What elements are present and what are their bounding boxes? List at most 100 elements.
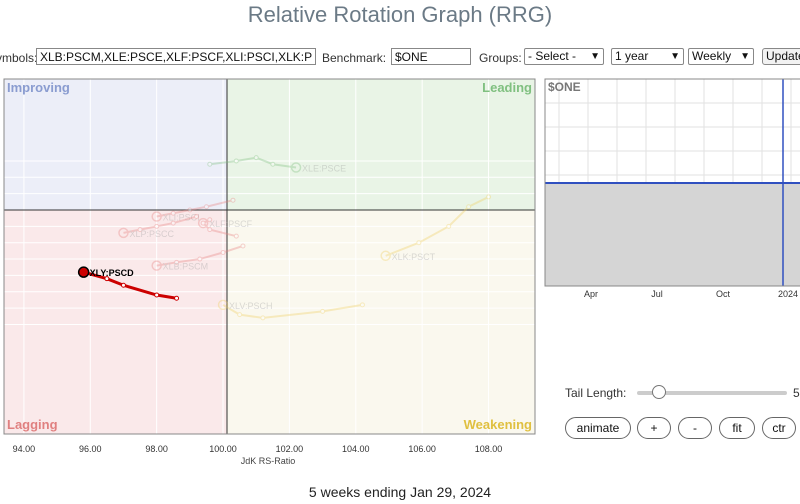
series-xlf-pscf[interactable]: XLF:PSCF (197, 217, 253, 239)
animate-button[interactable]: animate (565, 417, 631, 439)
tail-length-label: Tail Length: (565, 386, 627, 400)
series-point (174, 295, 180, 301)
groups-label: Groups: (479, 51, 522, 65)
x-tick-label: 98.00 (145, 444, 168, 454)
series-tail-line (123, 215, 197, 234)
zoom-out-button[interactable]: - (678, 417, 712, 439)
series-point (240, 243, 246, 249)
series-point (154, 292, 160, 298)
series-point (193, 214, 199, 220)
benchmark-input[interactable] (391, 48, 471, 65)
series-point (151, 211, 162, 222)
series-tail-line (156, 245, 244, 267)
series-xli-psci[interactable]: XLI:PSCI (151, 197, 236, 223)
series-point (359, 302, 365, 308)
series-label: XLF:PSCF (209, 219, 253, 229)
x-tick-label: 94.00 (13, 444, 36, 454)
x-tick-label: 96.00 (79, 444, 102, 454)
center-button[interactable]: ctr (762, 417, 796, 439)
groups-select[interactable]: - Select - ▼ (524, 48, 604, 65)
series-point (77, 266, 90, 278)
series-point (290, 162, 302, 173)
series-xlp-pscc[interactable]: XLP:PSCC (118, 214, 199, 239)
series-point (233, 158, 239, 164)
update-button[interactable]: Update (762, 48, 800, 65)
series-point (104, 276, 110, 282)
series-point (203, 204, 209, 210)
series-label: XLB:PSCM (163, 262, 209, 272)
series-point (380, 250, 391, 262)
series-point (151, 260, 162, 271)
series-xlv-psch[interactable]: XLV:PSCH (217, 299, 365, 321)
series-label: XLV:PSCH (229, 301, 273, 311)
benchmark-x-ticks: Apr Jul Oct 2024 (584, 289, 798, 299)
chevron-down-icon: ▼ (590, 51, 600, 62)
x-tick-label: 102.00 (276, 444, 304, 454)
date-caption: 5 weeks ending Jan 29, 2024 (308, 484, 492, 500)
series-point (118, 227, 129, 239)
tail-length-slider-handle[interactable] (652, 385, 666, 399)
series-point (207, 227, 213, 233)
page-title: Relative Rotation Graph (RRG) (247, 2, 553, 27)
series-point (446, 223, 452, 229)
benchmark-area (545, 183, 800, 286)
benchmark-label: Benchmark: (322, 51, 387, 65)
series-point (270, 161, 276, 167)
series-xle-psce[interactable]: XLE:PSCE (207, 155, 346, 174)
quadrant-leading (227, 79, 535, 210)
series-point (320, 308, 326, 314)
series-point (207, 161, 213, 167)
series-label: XLP:PSCC (129, 229, 174, 239)
benchmark-x-tick: Oct (716, 289, 731, 299)
plot-border (3, 78, 536, 435)
series-point (253, 155, 259, 161)
symbols-input[interactable] (36, 48, 316, 65)
label-improving: Improving (7, 80, 70, 95)
x-axis-ticks: 94.00 96.00 98.00 100.00 102.00 104.00 106.00 1… (13, 444, 503, 454)
symbols-label: Symbols: (0, 51, 38, 65)
interval-select[interactable]: Weekly ▼ (688, 48, 754, 65)
series-point (120, 282, 126, 288)
fit-button[interactable]: fit (719, 417, 755, 439)
series-point (416, 240, 422, 246)
series-point (220, 250, 226, 256)
series-point (187, 207, 193, 213)
x-tick-label: 100.00 (209, 444, 237, 454)
series-xly-pscd[interactable]: XLY:PSCD (77, 266, 180, 301)
series-label: XLK:PSCT (392, 252, 436, 262)
groups-select-value: - Select - (528, 49, 577, 63)
series-tail-line (222, 303, 363, 319)
rrg-chart[interactable]: Improving Leading Lagging Weakening XLY:… (0, 76, 540, 471)
series-point (170, 220, 176, 226)
series-point (230, 197, 236, 203)
benchmark-title: $ONE (548, 80, 581, 94)
period-select[interactable]: 1 year ▼ (611, 48, 684, 65)
series-point (200, 220, 206, 226)
period-select-value: 1 year (615, 49, 649, 63)
series-point (137, 227, 143, 233)
series-xlk-psct[interactable]: XLK:PSCT (380, 194, 492, 262)
series-label: XLE:PSCE (302, 163, 346, 173)
zoom-in-button[interactable]: + (637, 417, 671, 439)
series-point (197, 217, 209, 229)
series-tail-line (156, 199, 234, 218)
quadrant-lagging (4, 210, 227, 434)
x-axis-label: JdK RS-Ratio (241, 456, 296, 466)
label-leading: Leading (482, 80, 532, 95)
chevron-down-icon: ▼ (740, 51, 750, 62)
series-point (486, 194, 492, 200)
series-tail-line (385, 196, 489, 257)
tail-length-slider-track[interactable] (637, 391, 787, 395)
benchmark-x-tick: Apr (584, 289, 598, 299)
series-point (217, 299, 229, 311)
series-point (197, 256, 203, 262)
series-xlb-pscm[interactable]: XLB:PSCM (151, 243, 246, 272)
series-point (154, 223, 160, 229)
benchmark-x-tick: Jul (651, 289, 663, 299)
series-point (170, 210, 176, 216)
series-point (260, 315, 266, 321)
quadrant-improving (4, 79, 227, 210)
series-point (207, 217, 213, 223)
rrg-tails: XLY:PSCD XLE:PSCE XLK:PSCT XLV:PSCH XLI:PSCI… (77, 155, 492, 321)
series-point (233, 233, 239, 239)
